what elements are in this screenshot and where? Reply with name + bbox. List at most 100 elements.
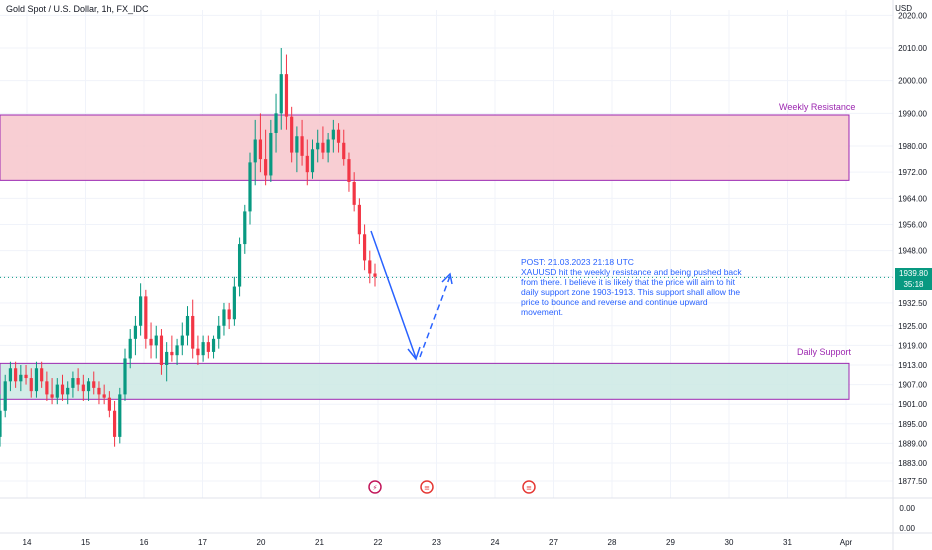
candle-body <box>253 139 257 163</box>
lightning-event-icon <box>368 480 382 494</box>
note-line: POST: 21.03.2023 21:18 UTC <box>521 257 634 267</box>
candle-body <box>0 410 2 437</box>
candle-body <box>264 159 268 176</box>
price-tick-label: 1877.50 <box>898 477 927 486</box>
price-tick-label: 1956.00 <box>898 220 927 229</box>
candle-body <box>227 309 231 320</box>
candle-body <box>19 374 23 382</box>
price-tick-label: 1964.00 <box>898 194 927 203</box>
bar-countdown: 35:18 <box>903 280 924 289</box>
candle-body <box>154 335 158 346</box>
price-tick-label: 1990.00 <box>898 109 927 118</box>
candle-body <box>107 397 111 411</box>
time-tick-label: 24 <box>491 538 500 547</box>
support-zone <box>0 362 850 400</box>
support-label: Daily Support <box>797 347 852 357</box>
time-tick-label: 16 <box>140 538 149 547</box>
note-line: XAUUSD hit the weekly resistance and bei… <box>521 267 742 317</box>
time-tick-label: Apr <box>840 538 853 547</box>
candle-body <box>222 309 226 326</box>
price-tick-label: 2000.00 <box>898 77 927 86</box>
candle-body <box>40 368 44 382</box>
price-tick-label: 1883.00 <box>898 459 927 468</box>
price-tick-label: 1919.00 <box>898 341 927 350</box>
candle-body <box>316 142 320 150</box>
candle-body <box>149 338 153 346</box>
candle-body <box>170 351 174 356</box>
candle-body <box>92 381 96 388</box>
time-tick-label: 27 <box>549 538 558 547</box>
price-tick-label: 1895.00 <box>898 420 927 429</box>
candle-body <box>165 351 169 365</box>
candle-body <box>300 136 304 156</box>
candle-body <box>321 142 325 153</box>
us-flag-event-icon-glyph: ≡ <box>526 484 532 492</box>
indicator-tick-label: 0.00 <box>899 524 915 533</box>
candle-body <box>310 149 315 173</box>
candle-body <box>342 142 346 160</box>
candle-body <box>71 378 75 388</box>
candle-body <box>144 296 148 339</box>
candle-body <box>112 410 117 437</box>
price-tick-label: 1980.00 <box>898 142 927 151</box>
candle-body <box>206 342 210 352</box>
price-tick-label: 1889.00 <box>898 439 927 448</box>
candle-body <box>284 74 289 117</box>
candle-body <box>305 155 309 173</box>
time-tick-label: 15 <box>81 538 90 547</box>
candle-body <box>347 159 351 182</box>
candle-body <box>274 113 278 133</box>
candle-body <box>159 335 164 365</box>
candle-body <box>196 348 200 356</box>
analysis-note[interactable]: POST: 21.03.2023 21:18 UTC XAUUSD hit th… <box>521 257 751 317</box>
candle-body <box>362 234 367 261</box>
candle-body <box>81 384 85 392</box>
candle-body <box>76 378 80 385</box>
time-tick-label: 14 <box>23 538 32 547</box>
candle-body <box>139 296 143 326</box>
candle-body <box>8 368 13 382</box>
candle-body <box>352 181 356 205</box>
candle-body <box>118 394 122 437</box>
candle-body <box>243 211 247 245</box>
indicator-tick-label: 0.00 <box>899 504 915 513</box>
candle-body <box>123 358 127 395</box>
candle-body <box>185 315 190 336</box>
candle-body <box>279 74 283 114</box>
up-arrow-head <box>441 272 453 285</box>
candle-body <box>45 381 49 395</box>
price-tick-label: 2020.00 <box>898 11 927 20</box>
candle-body <box>86 381 91 392</box>
last-price: 1939.80 <box>899 269 928 278</box>
candle-body <box>368 260 372 274</box>
candle-body <box>24 374 28 379</box>
candle-body <box>201 342 205 356</box>
price-tick-label: 1901.00 <box>898 400 927 409</box>
price-tick-label: 1972.00 <box>898 168 927 177</box>
us-flag-event-icon <box>420 480 434 494</box>
time-tick-label: 23 <box>432 538 441 547</box>
candle-body <box>34 368 39 392</box>
price-tick-label: 2010.00 <box>898 44 927 53</box>
candle-body <box>50 394 54 398</box>
candle-body <box>29 378 33 392</box>
lightning-event-icon-glyph: ⚡ <box>373 484 378 492</box>
resistance-zone <box>0 114 850 181</box>
candle-body <box>133 325 138 339</box>
candle-body <box>191 315 195 349</box>
candle-body <box>175 345 179 356</box>
price-tick-label: 1932.50 <box>898 299 927 308</box>
candle-body <box>331 129 335 140</box>
us-flag-event-icon-glyph: ≡ <box>424 484 430 492</box>
candle-body <box>211 338 216 352</box>
time-tick-label: 28 <box>608 538 617 547</box>
price-tick-label: 1925.00 <box>898 322 927 331</box>
candle-body <box>258 139 263 160</box>
candle-body <box>290 116 294 153</box>
time-tick-label: 30 <box>725 538 734 547</box>
candle-body <box>14 368 18 382</box>
candle-body <box>97 387 101 395</box>
time-tick-label: 17 <box>198 538 207 547</box>
time-tick-label: 31 <box>783 538 792 547</box>
